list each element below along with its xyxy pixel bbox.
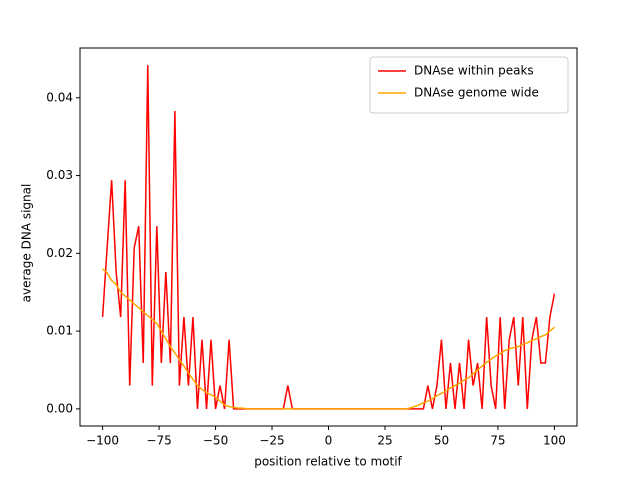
axes-frame (79, 47, 578, 427)
y-tick-label: 0.00 (46, 401, 73, 415)
y-tick-label: 0.03 (46, 168, 73, 182)
x-axis-label: position relative to motif (254, 455, 402, 469)
x-tick-label: 75 (490, 434, 505, 448)
y-tick-label: 0.01 (46, 324, 73, 338)
x-tick-label: −100 (86, 434, 119, 448)
y-axis-label: average DNA signal (20, 184, 34, 303)
legend-label: DNAse within peaks (414, 64, 534, 78)
legend-label: DNAse genome wide (414, 86, 539, 100)
x-tick-label: 100 (543, 434, 566, 448)
x-tick-label: 0 (325, 434, 333, 448)
y-tick-label: 0.04 (46, 90, 73, 104)
x-tick-label: −75 (146, 434, 171, 448)
data-line (101, 65, 556, 410)
x-tick-label: 50 (434, 434, 449, 448)
data-line (102, 268, 555, 410)
legend-box (369, 56, 569, 114)
x-tick-label: −50 (203, 434, 228, 448)
x-tick-label: 25 (377, 434, 392, 448)
y-tick-label: 0.02 (46, 246, 73, 260)
x-tick-label: −25 (259, 434, 284, 448)
